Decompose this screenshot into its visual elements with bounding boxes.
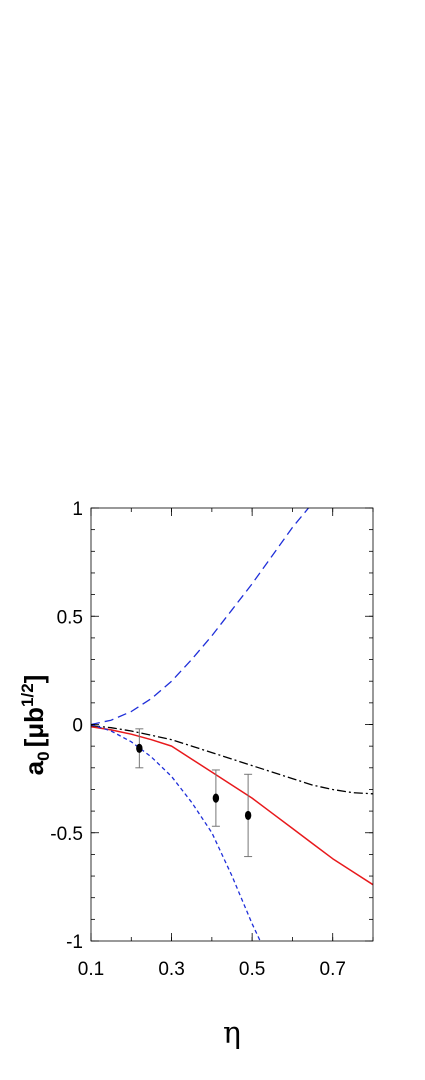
y-axis-title-symbol: a <box>19 760 49 775</box>
plot-frame <box>90 507 374 942</box>
x-tick-label: 0.3 <box>158 959 184 980</box>
data-point-3 <box>244 810 252 821</box>
series-line-longdash <box>91 508 310 726</box>
y-tick-label: 1 <box>72 499 83 520</box>
y-tick-label: 0 <box>72 716 83 737</box>
y-axis-title-units: [μb <box>19 707 49 747</box>
y-tick-label: -0.5 <box>50 824 83 845</box>
series-line-dashdot <box>91 724 373 795</box>
series-line-shortdash <box>91 723 261 941</box>
curves <box>91 508 373 941</box>
x-tick-label: 0.7 <box>320 959 346 980</box>
plot-area <box>91 508 373 941</box>
data-points <box>135 728 253 858</box>
y-tick-label: 0.5 <box>57 607 83 628</box>
data-point-2 <box>212 793 220 803</box>
x-tick-label: 0.5 <box>239 959 265 980</box>
y-axis-title: a0 [μb1/2] <box>18 675 53 776</box>
y-axis-title-units-superscript: 1/2 <box>18 683 37 707</box>
svg-text:a0[μb1/2]: a0 [μb1/2] <box>18 675 53 776</box>
x-axis-title: η <box>223 1016 241 1051</box>
x-tick-label: 0.1 <box>78 959 104 980</box>
axes: 0.1 0.3 0.5 0.7 -1 -0.5 0 0.5 1 <box>50 499 374 980</box>
y-axis-title-units-close: ] <box>19 675 49 684</box>
y-tick-label: -1 <box>66 932 83 953</box>
data-point-1 <box>136 743 143 753</box>
series-line-solid <box>91 725 373 886</box>
y-axis-title-subscript: 0 <box>34 751 53 760</box>
axis-titles: η a0[μb1/2] <box>18 675 241 1051</box>
